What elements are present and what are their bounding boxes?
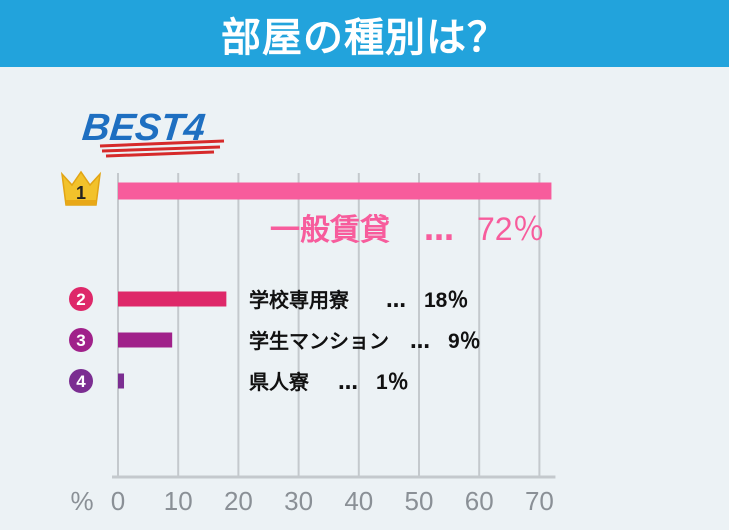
rank-number: 2 [76, 290, 85, 309]
x-tick-label: 20 [224, 486, 253, 516]
header-bar: 部屋の種別は？ [0, 0, 729, 67]
bar-label-separator: … [410, 329, 430, 353]
bar-label-value: 18％ [424, 289, 468, 312]
page-title: 部屋の種別は？ [221, 14, 508, 61]
x-axis-unit: % [70, 486, 93, 516]
bar-label-separator: … [338, 370, 358, 394]
bar-1 [118, 182, 552, 200]
bar-label-separator: … [386, 288, 406, 312]
x-tick-label: 60 [465, 486, 494, 516]
bar-label-separator: … [424, 213, 454, 248]
bar-label-value: 1％ [376, 371, 409, 394]
bar-label-category: 一般賃貸 [270, 213, 390, 248]
x-tick-label: 30 [284, 486, 313, 516]
rank-number: 4 [76, 372, 86, 391]
x-tick-label: 0 [111, 486, 125, 516]
rank-badge-icon [69, 369, 93, 393]
x-tick-label: 50 [405, 486, 434, 516]
badge-underline [99, 139, 225, 148]
bar-2 [118, 291, 227, 307]
bar-label-category: 学校専用寮 [249, 288, 350, 312]
rank-number: 3 [76, 331, 85, 350]
rank-badge-icon [69, 287, 93, 311]
rank-badge-icon [69, 328, 93, 352]
bar-label-value: 72％ [477, 211, 545, 247]
crown-band [66, 200, 96, 205]
badge-underline [101, 145, 221, 153]
x-tick-label: 70 [525, 486, 554, 516]
bar-label-category: 県人寮 [249, 370, 310, 394]
badge-underline [105, 150, 215, 158]
x-tick-label: 10 [164, 486, 193, 516]
bar-label-category: 学生マンション [249, 329, 389, 353]
bar-label-value: 9％ [448, 330, 481, 353]
x-tick-label: 40 [344, 486, 373, 516]
bar-4 [118, 373, 125, 389]
rank-number: 1 [76, 183, 86, 203]
bar-3 [118, 332, 173, 348]
